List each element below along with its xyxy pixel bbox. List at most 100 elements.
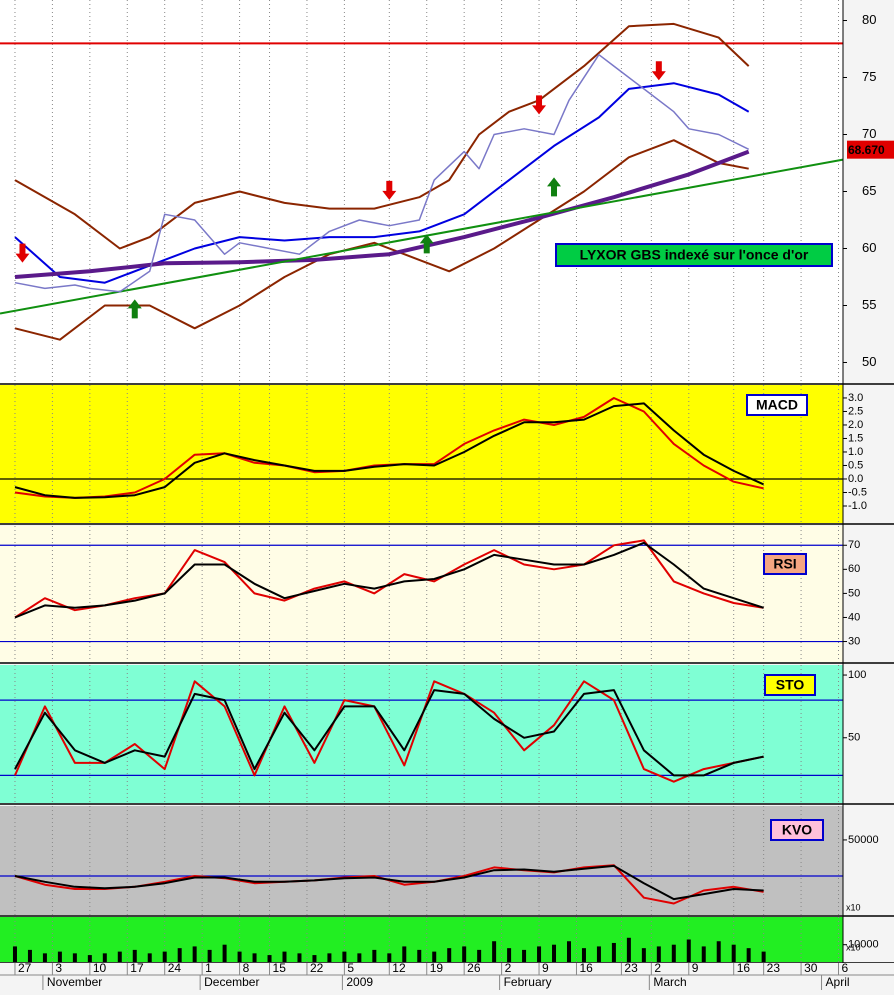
x-tick-label: 15 — [273, 961, 287, 975]
y-tick-label: 0.0 — [848, 473, 863, 485]
panel-background — [0, 385, 843, 523]
x-tick-label: 26 — [467, 961, 481, 975]
volume-bar — [462, 946, 467, 962]
volume-bar — [207, 949, 212, 962]
y-tick-label: 50 — [848, 732, 860, 744]
volume-bar — [102, 953, 107, 962]
volume-bar — [87, 955, 92, 962]
panel-background — [0, 806, 843, 915]
month-label: March — [653, 975, 686, 989]
volume-bar — [177, 948, 182, 962]
x-tick-label: 9 — [692, 961, 699, 975]
volume-bar — [132, 949, 137, 962]
volume-bar — [701, 946, 706, 962]
volume-bar — [237, 951, 242, 962]
volume-bar — [581, 948, 586, 962]
y-tick-label: 65 — [862, 183, 876, 198]
x-tick-label: 22 — [310, 961, 324, 975]
annotation: LYXOR GBS indexé sur l'once d'or — [580, 247, 809, 263]
series-line — [14, 680, 764, 783]
panel-label: STO — [776, 677, 805, 693]
y-tick-label: 1.5 — [848, 432, 863, 444]
x-tick-label: 9 — [542, 961, 549, 975]
x-tick-label: 10 — [93, 961, 107, 975]
y-tick-label: 1.0 — [848, 446, 863, 458]
x-tick-label: 12 — [392, 961, 406, 975]
panel-label-box — [763, 553, 807, 575]
volume-bar — [357, 953, 362, 962]
sell-arrow — [382, 180, 397, 200]
y-tick-label: 10000 — [848, 939, 879, 951]
y-tick-label: 50000 — [848, 834, 879, 846]
x-tick-label: 16 — [737, 961, 751, 975]
sell-arrow — [15, 243, 30, 263]
series-line — [14, 53, 750, 293]
y-tick-label: 70 — [862, 126, 876, 141]
sell-arrow — [532, 95, 547, 115]
series-line — [14, 82, 750, 284]
panel-label-box — [764, 674, 816, 696]
panel-label-box — [770, 819, 824, 841]
volume-bar — [372, 949, 377, 962]
y-tick-label: 80 — [862, 12, 876, 27]
last-price-box — [847, 140, 894, 159]
volume-bar — [222, 944, 227, 962]
panel-label: KVO — [782, 822, 812, 838]
buy-arrow — [127, 299, 142, 319]
x-tick-label: 3 — [55, 961, 62, 975]
volume-bar — [656, 946, 661, 962]
month-label: February — [504, 975, 552, 989]
sell-arrow — [651, 61, 666, 81]
x-tick-label: 16 — [579, 961, 593, 975]
volume-bar — [731, 944, 736, 962]
series-line — [0, 158, 844, 315]
series-line — [14, 689, 764, 777]
y-tick-label: 2.5 — [848, 405, 863, 417]
volume-bar — [147, 953, 152, 962]
volume-bar — [716, 941, 721, 962]
y-tick-label: 0.5 — [848, 459, 863, 471]
volume-bar — [42, 953, 47, 962]
y-tick-label: 30 — [848, 635, 860, 647]
x-tick-label: 8 — [243, 961, 250, 975]
volume-bar — [671, 944, 676, 962]
volume-bar — [492, 941, 497, 962]
volume-bar — [477, 949, 482, 962]
volume-bar — [641, 948, 646, 962]
y-tick-label: -1.0 — [848, 500, 867, 512]
volume-bar — [522, 949, 527, 962]
volume-bar — [746, 948, 751, 962]
month-label: 2009 — [346, 975, 373, 989]
y-tick-label: 50 — [848, 587, 860, 599]
volume-bar — [552, 944, 557, 962]
volume-bar — [761, 951, 766, 962]
volume-bar — [596, 946, 601, 962]
series-line — [14, 149, 750, 279]
y-tick-label: 60 — [862, 240, 876, 255]
y-tick-label: 2.0 — [848, 419, 863, 431]
x-tick-label: 5 — [347, 961, 354, 975]
volume-bar — [507, 948, 512, 962]
x-tick-label: 23 — [767, 961, 781, 975]
volume-bar — [57, 951, 62, 962]
volume-bar — [27, 949, 32, 962]
y-tick-label: 3.0 — [848, 392, 863, 404]
scale-note: x10 — [846, 942, 861, 952]
volume-bar — [686, 939, 691, 962]
volume-bar — [626, 937, 631, 962]
x-tick-label: 1 — [205, 961, 212, 975]
panel-background — [0, 917, 843, 962]
series-line — [14, 864, 764, 901]
panel-label: MACD — [756, 397, 798, 413]
y-tick-label: 75 — [862, 69, 876, 84]
volume-bar — [282, 951, 287, 962]
x-tick-label: 30 — [804, 961, 818, 975]
x-tick-label: 23 — [624, 961, 638, 975]
x-tick-label: 2 — [654, 961, 661, 975]
volume-bar — [566, 941, 571, 962]
volume-bar — [72, 953, 77, 962]
panel-background — [0, 526, 843, 662]
volume-bar — [162, 951, 167, 962]
x-tick-label: 24 — [168, 961, 182, 975]
